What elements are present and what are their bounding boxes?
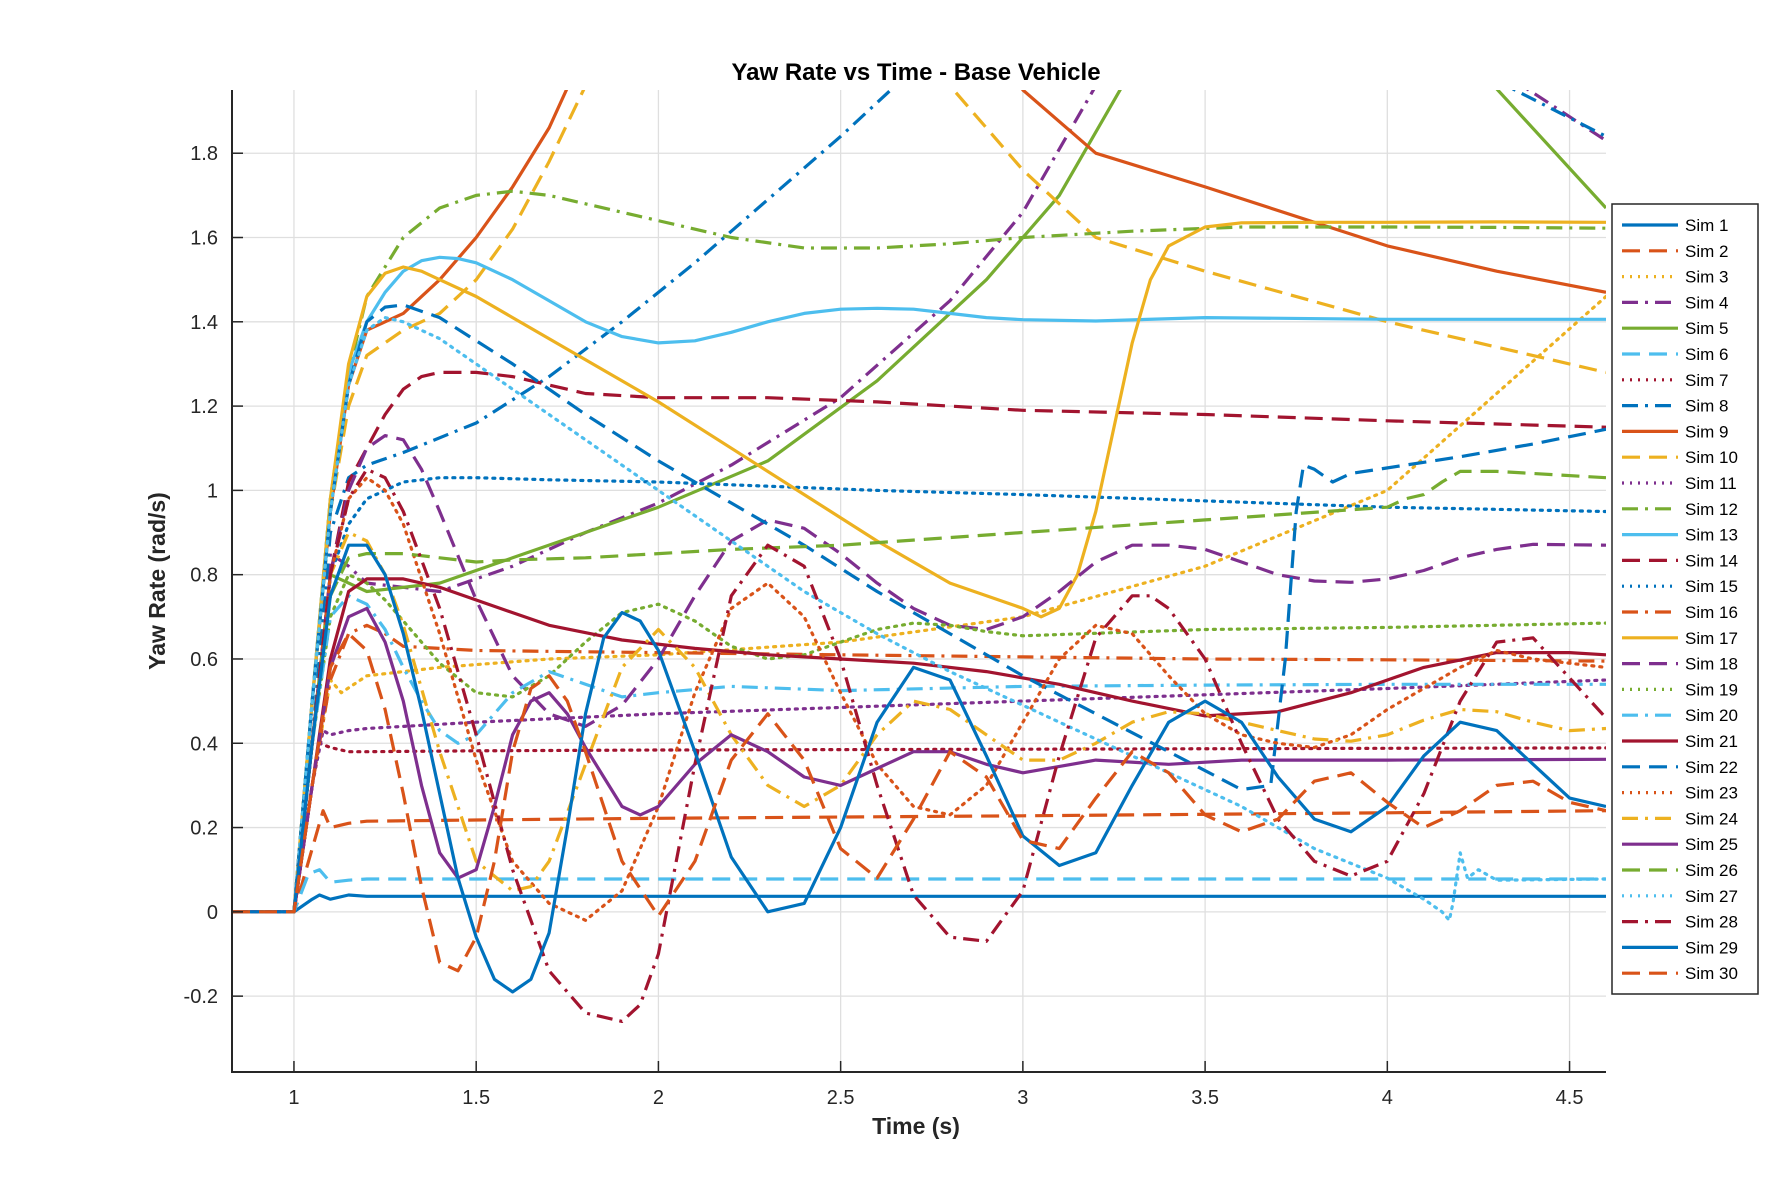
series-line-sim-24 <box>232 530 1606 914</box>
y-tick-label: -0.2 <box>184 986 218 1008</box>
y-tick-label: 0.6 <box>190 649 218 671</box>
series-line-sim-5 <box>232 90 1606 914</box>
series-line-sim-30 <box>232 632 1606 973</box>
legend-label-sim-12: Sim 12 <box>1685 500 1738 519</box>
x-tick-label: 2.5 <box>827 1087 855 1109</box>
legend-label-sim-29: Sim 29 <box>1685 938 1738 957</box>
y-tick-label: 1.2 <box>190 396 218 418</box>
legend-label-sim-10: Sim 10 <box>1685 448 1738 467</box>
series-line-sim-1 <box>232 893 1606 914</box>
x-tick-label: 2 <box>653 1087 664 1109</box>
x-tick-label: 3.5 <box>1191 1087 1219 1109</box>
series-line-sim-27 <box>232 316 1606 922</box>
grid <box>232 90 1606 1072</box>
series-line-sim-23 <box>232 476 1606 922</box>
legend-label-sim-16: Sim 16 <box>1685 603 1738 622</box>
legend-label-sim-18: Sim 18 <box>1685 655 1738 674</box>
legend-label-sim-28: Sim 28 <box>1685 913 1738 932</box>
legend-label-sim-11: Sim 11 <box>1685 474 1737 493</box>
legend-label-sim-1: Sim 1 <box>1685 216 1728 235</box>
series-line-sim-22 <box>232 303 1606 914</box>
legend-label-sim-2: Sim 2 <box>1685 242 1728 261</box>
legend-label-sim-4: Sim 4 <box>1685 293 1728 312</box>
legend-label-sim-23: Sim 23 <box>1685 784 1738 803</box>
series-lines <box>232 90 1606 1023</box>
y-tick-label: 0.4 <box>190 733 218 755</box>
series-line-sim-28 <box>232 467 1606 1023</box>
y-tick-label: 1.4 <box>190 312 218 334</box>
series-line-sim-6 <box>232 868 1606 914</box>
y-tick-label: 0 <box>207 902 218 924</box>
series-line-sim-29 <box>232 543 1606 994</box>
legend-label-sim-15: Sim 15 <box>1685 577 1738 596</box>
series-line-sim-25 <box>232 606 1606 914</box>
series-line-sim-17 <box>232 220 1606 914</box>
y-tick-label: 1.6 <box>190 228 218 250</box>
y-axis-ticks: -0.2 0 0.2 0.4 0.6 0.8 1 1.2 1.4 1.6 1.8 <box>184 143 243 1008</box>
legend-label-sim-27: Sim 27 <box>1685 887 1738 906</box>
y-tick-label: 1.8 <box>190 143 218 165</box>
y-tick-label: 0.2 <box>190 818 218 840</box>
legend-label-sim-30: Sim 30 <box>1685 964 1738 983</box>
legend-label-sim-22: Sim 22 <box>1685 758 1738 777</box>
y-axis-label: Yaw Rate (rad/s) <box>144 492 170 670</box>
legend-label-sim-6: Sim 6 <box>1685 345 1728 364</box>
x-tick-label: 3 <box>1017 1087 1028 1109</box>
legend-label-sim-13: Sim 13 <box>1685 526 1738 545</box>
legend-label-sim-17: Sim 17 <box>1685 629 1738 648</box>
legend-label-sim-26: Sim 26 <box>1685 861 1738 880</box>
x-axis-ticks: 1 1.5 2 2.5 3 3.5 4 4.5 <box>288 1061 1583 1109</box>
legend-box <box>1611 203 1759 995</box>
x-tick-label: 1.5 <box>462 1087 490 1109</box>
series-line-sim-21 <box>232 577 1606 914</box>
legend-label-sim-9: Sim 9 <box>1685 422 1728 441</box>
series-line-sim-2 <box>232 809 1606 914</box>
series-line-sim-8 <box>232 90 1606 914</box>
y-tick-label: 0.8 <box>190 565 218 587</box>
series-line-sim-16 <box>232 623 1606 914</box>
x-tick-label: 1 <box>288 1087 299 1109</box>
y-tick-label: 1 <box>207 480 218 502</box>
legend-label-sim-14: Sim 14 <box>1685 551 1738 570</box>
legend-label-sim-25: Sim 25 <box>1685 835 1738 854</box>
legend-label-sim-7: Sim 7 <box>1685 371 1728 390</box>
x-tick-label: 4 <box>1382 1087 1393 1109</box>
axes-frame <box>231 90 1606 1073</box>
series-line-sim-19 <box>232 573 1606 914</box>
series-line-sim-18 <box>232 434 1606 914</box>
chart-title: Yaw Rate vs Time - Base Vehicle <box>731 59 1100 86</box>
legend-label-sim-24: Sim 24 <box>1685 809 1738 828</box>
legend-label-sim-8: Sim 8 <box>1685 397 1728 416</box>
legend-label-sim-21: Sim 21 <box>1685 732 1738 751</box>
legend: Sim 1 Sim 2 Sim 3 Sim 4 Sim 5 Sim 6 Sim 7 Sim 8… <box>1611 203 1759 995</box>
series-line-sim-26 <box>232 469 1606 914</box>
legend-label-sim-20: Sim 20 <box>1685 706 1738 725</box>
legend-label-sim-19: Sim 19 <box>1685 680 1738 699</box>
legend-label-sim-5: Sim 5 <box>1685 319 1728 338</box>
x-tick-label: 4.5 <box>1556 1087 1584 1109</box>
x-axis-label: Time (s) <box>872 1113 960 1139</box>
legend-label-sim-3: Sim 3 <box>1685 268 1728 287</box>
